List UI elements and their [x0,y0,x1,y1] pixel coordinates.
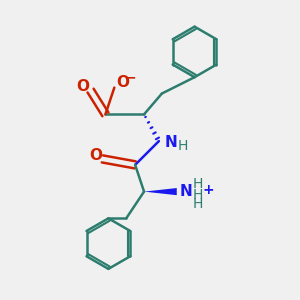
Text: O: O [116,75,129,90]
Text: N: N [180,184,193,199]
Text: O: O [89,148,102,164]
Polygon shape [144,188,177,195]
Text: O: O [76,79,90,94]
Text: H: H [192,197,203,211]
Text: H: H [192,177,203,191]
Text: +: + [202,183,214,197]
Text: −: − [125,70,136,84]
Text: H: H [192,188,203,202]
Text: H: H [177,140,188,153]
Text: N: N [164,135,177,150]
